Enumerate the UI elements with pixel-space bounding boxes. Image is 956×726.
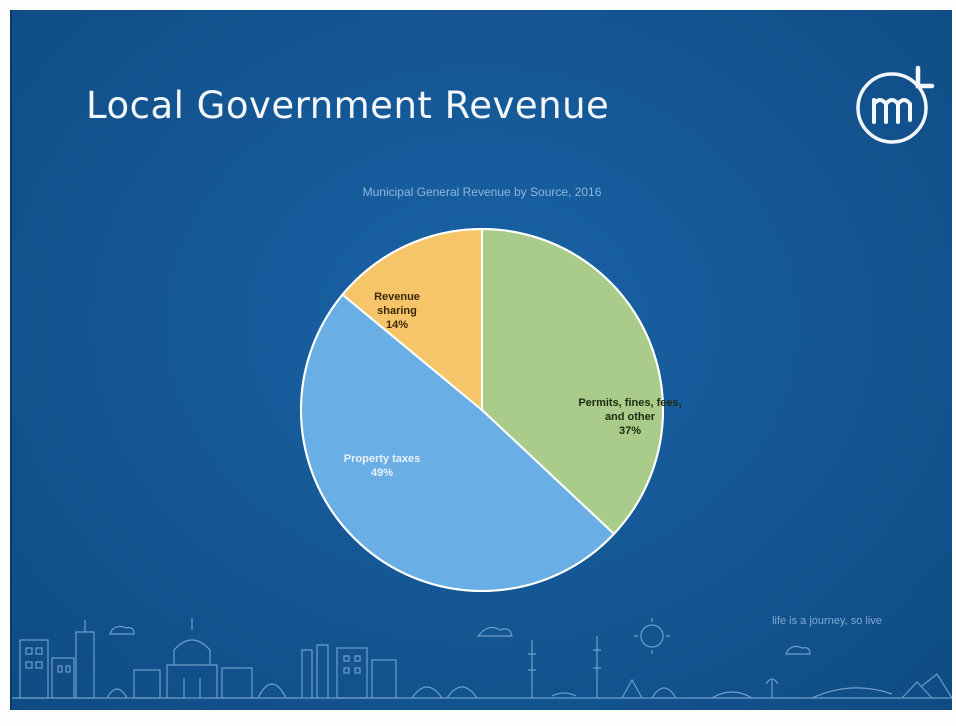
mml-logo-icon <box>856 65 935 144</box>
pie-outline <box>300 228 664 592</box>
chart-title: Municipal General Revenue by Source, 201… <box>362 185 602 199</box>
pie-slice-label-3: Revenue sharing 14% <box>374 291 420 331</box>
slide-tagline: life is a journey, so live <box>772 615 882 627</box>
pie-slice-label-2: Property taxes 49% <box>344 453 420 479</box>
pie-chart: Permits, fines, fees, and other 37% Propert… <box>300 227 682 592</box>
city-skyline-illustration <box>12 618 952 699</box>
presentation-slide: Local Government Revenue Municipal Gener… <box>10 10 952 710</box>
slide-title: Local Government Revenue <box>86 84 610 127</box>
pie-slice-label-1: Permits, fines, fees, and other 37% <box>578 397 681 437</box>
